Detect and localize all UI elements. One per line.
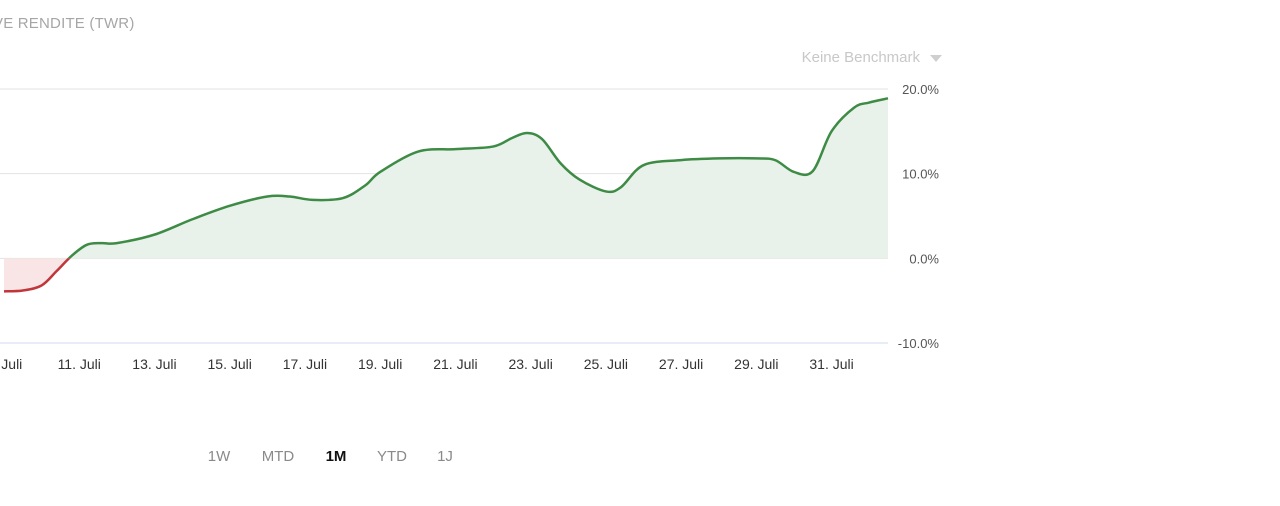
time-range-selector: 1W MTD 1M YTD 1J [0, 448, 1280, 472]
chart-title: VE RENDITE (TWR) [0, 15, 135, 32]
x-tick-label: 23. Juli [508, 356, 552, 372]
y-tick-label: 0.0% [909, 251, 939, 266]
return-chart: 20.0% 10.0% 0.0% -10.0% 9. Juli 11. Juli 13. … [0, 82, 940, 372]
x-tick-label: 13. Juli [132, 356, 176, 372]
return-lines [3, 97, 889, 293]
range-button-1w[interactable]: 1W [207, 448, 231, 465]
caret-down-icon [930, 55, 942, 62]
y-tick-label: -10.0% [898, 336, 940, 351]
x-tick-label: 11. Juli [58, 356, 101, 372]
x-tick-label: 25. Juli [584, 356, 628, 372]
x-tick-label: 17. Juli [283, 356, 327, 372]
positive-return-line [67, 97, 889, 259]
x-tick-label: 9. Juli [0, 356, 22, 372]
benchmark-label: Keine Benchmark [801, 49, 920, 66]
range-button-1m[interactable]: 1M [325, 448, 347, 465]
x-tick-label: 27. Juli [659, 356, 703, 372]
range-button-1j[interactable]: 1J [437, 448, 453, 465]
negative-area [4, 258, 69, 292]
x-tick-label: 31. Juli [809, 356, 853, 372]
range-button-mtd[interactable]: MTD [261, 448, 295, 465]
benchmark-dropdown[interactable]: Keine Benchmark [802, 49, 942, 66]
x-tick-label: 29. Juli [734, 356, 778, 372]
y-tick-label: 20.0% [902, 82, 939, 97]
x-tick-label: 21. Juli [433, 356, 477, 372]
positive-area [4, 98, 888, 259]
area-fills [4, 98, 888, 292]
x-tick-label: 19. Juli [358, 356, 402, 372]
y-axis-labels: 20.0% 10.0% 0.0% -10.0% [898, 82, 940, 351]
y-tick-label: 10.0% [902, 167, 939, 182]
x-axis-labels: 9. Juli 11. Juli 13. Juli 15. Juli 17. Juli 1… [0, 356, 854, 372]
x-tick-label: 15. Juli [208, 356, 252, 372]
range-button-ytd[interactable]: YTD [377, 448, 407, 465]
